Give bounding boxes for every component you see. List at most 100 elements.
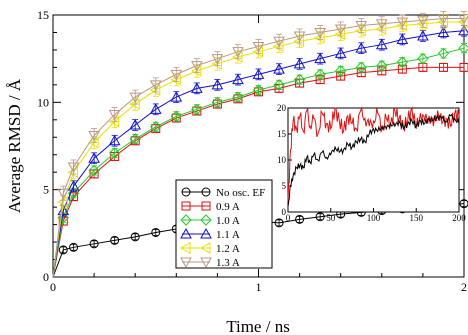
inset-y-tick-label: 0 xyxy=(282,207,287,217)
data-point xyxy=(88,131,100,142)
data-point xyxy=(67,166,79,179)
legend-marker xyxy=(201,201,211,211)
data-point xyxy=(129,133,141,145)
legend-marker xyxy=(199,242,211,254)
data-point xyxy=(129,92,142,104)
series-line xyxy=(52,30,465,278)
data-point xyxy=(69,242,79,252)
data-point xyxy=(89,239,99,249)
data-point xyxy=(252,84,265,96)
data-point xyxy=(232,91,244,103)
data-point xyxy=(108,147,121,159)
data-point xyxy=(190,65,202,77)
data-point xyxy=(110,235,120,245)
inset-y-tick-label: 5 xyxy=(282,181,287,191)
inset-chart: 0 50 100 150 200 0 5 10 15 20 xyxy=(277,103,466,223)
legend-label: 0.9 A xyxy=(216,201,240,213)
y-tick-label: 5 xyxy=(43,183,49,197)
data-point xyxy=(293,35,305,48)
inset-series-line xyxy=(287,106,460,202)
data-point xyxy=(57,211,69,224)
legend-label: 1.0 A xyxy=(216,215,240,227)
data-point xyxy=(232,47,244,58)
data-point xyxy=(437,16,448,28)
data-point xyxy=(459,199,468,209)
data-point xyxy=(149,84,161,96)
series-line xyxy=(52,66,464,278)
legend-label: 1.3 A xyxy=(216,257,240,269)
x-tick-label: 0 xyxy=(50,280,56,294)
series-1-0-a xyxy=(52,42,468,278)
inset-series-line xyxy=(287,113,460,207)
data-point xyxy=(334,47,347,58)
data-point xyxy=(396,33,409,44)
data-point xyxy=(457,16,468,28)
data-point xyxy=(314,27,326,39)
data-point xyxy=(274,218,284,228)
data-point xyxy=(376,59,388,72)
x-axis-label: Time / ns xyxy=(226,317,290,335)
data-point xyxy=(355,20,368,32)
data-point xyxy=(191,82,203,93)
data-point xyxy=(416,17,428,30)
data-point xyxy=(108,110,121,121)
data-point xyxy=(252,45,263,58)
legend-box xyxy=(175,179,273,269)
data-point xyxy=(396,56,409,68)
y-tick-label: 10 xyxy=(37,95,49,109)
data-point xyxy=(170,110,183,123)
data-point xyxy=(417,15,429,27)
data-point xyxy=(334,28,346,41)
data-point xyxy=(67,180,80,191)
legend-marker xyxy=(201,187,211,197)
legend: No osc. EF 0.9 A 1.0 A 1.1 A 1.2 A 1.3 A xyxy=(175,179,273,269)
data-point xyxy=(232,73,244,85)
series-line xyxy=(52,21,464,278)
data-point xyxy=(88,152,100,163)
data-point xyxy=(170,91,183,102)
data-point xyxy=(293,73,306,86)
legend-marker xyxy=(200,257,212,269)
inset-x-tick-label: 0 xyxy=(286,213,291,223)
data-point xyxy=(108,134,121,146)
legend-marker xyxy=(179,242,191,254)
data-point xyxy=(273,63,285,74)
data-point xyxy=(396,17,409,29)
data-point xyxy=(170,73,181,86)
legend-marker xyxy=(200,214,212,226)
data-point xyxy=(314,52,326,64)
inset-x-tick-label: 50 xyxy=(326,213,336,223)
series-1-3-a xyxy=(52,11,468,278)
inset-y-tick-label: 10 xyxy=(277,155,287,165)
data-point xyxy=(334,65,347,77)
inset-ticks: 0 50 100 150 200 0 5 10 15 20 xyxy=(277,103,466,223)
data-point xyxy=(130,232,140,242)
data-point xyxy=(458,13,468,25)
y-axis-label: Average RMSD / Å xyxy=(5,78,24,213)
inset-x-tick-label: 100 xyxy=(367,213,381,223)
legend-marker xyxy=(180,257,192,269)
data-point xyxy=(149,103,162,114)
data-point xyxy=(458,24,468,36)
data-point xyxy=(211,78,224,90)
data-point xyxy=(375,38,388,50)
series-line xyxy=(52,17,464,278)
data-point xyxy=(458,42,468,54)
legend-label: No osc. EF xyxy=(216,187,265,199)
data-point xyxy=(57,188,70,200)
data-point xyxy=(295,214,305,224)
data-point xyxy=(150,121,162,133)
data-point xyxy=(191,61,203,72)
data-point xyxy=(315,212,325,222)
data-point xyxy=(252,68,265,79)
y-tick-label: 15 xyxy=(37,8,49,22)
data-point xyxy=(314,31,325,44)
data-point xyxy=(375,19,388,30)
series-line xyxy=(52,47,465,278)
data-point xyxy=(231,51,243,63)
y-tick-label: 0 xyxy=(43,270,49,284)
data-point xyxy=(67,162,80,173)
x-tick-label: 1 xyxy=(256,280,262,294)
